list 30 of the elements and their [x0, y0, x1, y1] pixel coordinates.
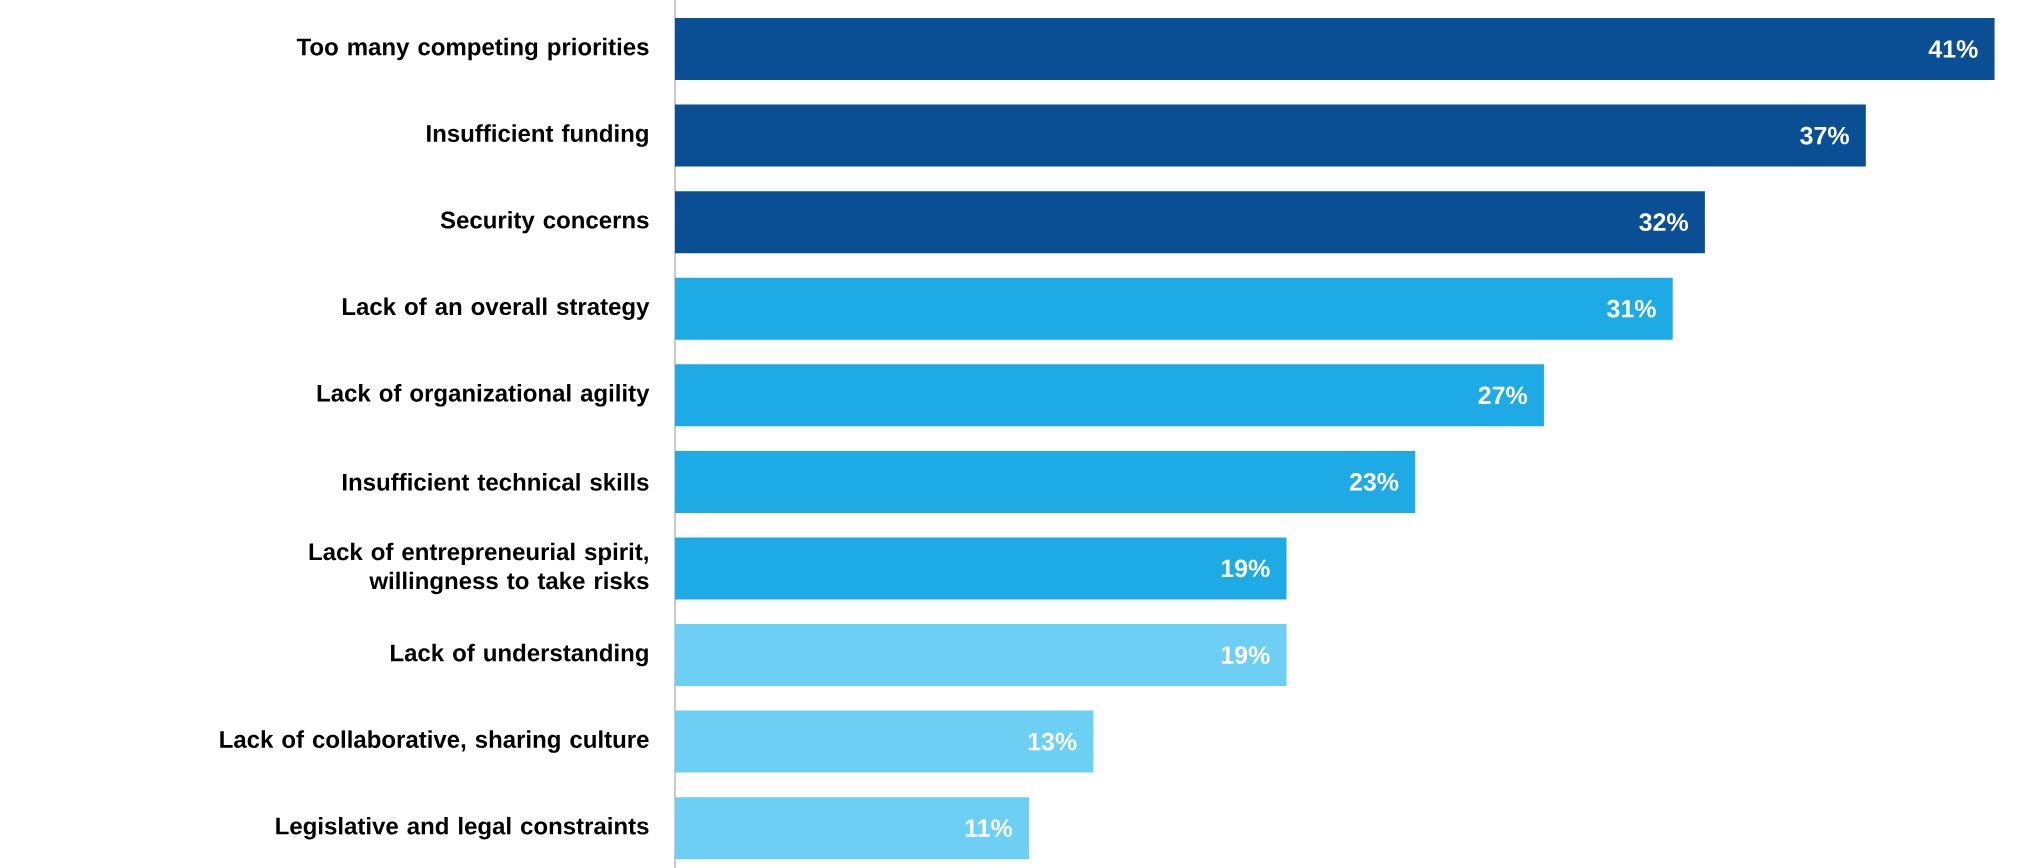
y-tick-label: Insufficient funding [427, 124, 648, 147]
y-tick-label: Lack of understanding [391, 643, 648, 667]
data-label: 19% [1221, 646, 1270, 664]
bar [675, 364, 1544, 427]
y-tick-label: Legislative and legal constraints [276, 816, 649, 840]
y-tick-label: Lack of entrepreneurial spirit, willingness to take risks [309, 542, 649, 595]
data-label: 31% [1607, 299, 1656, 318]
bar [675, 277, 1673, 340]
data-label: 13% [1028, 732, 1077, 751]
y-tick-label: Lack of collaborative, sharing culture [220, 730, 649, 753]
data-label: 23% [1349, 473, 1399, 491]
y-tick-label: Lack of an overall strategy [342, 297, 650, 320]
data-label: 37% [1800, 126, 1849, 145]
y-tick-label: Lack of organizational agility [317, 384, 650, 407]
bar [675, 624, 1287, 687]
bar [675, 450, 1416, 513]
bar [675, 191, 1705, 254]
bar [675, 710, 1094, 773]
bar [675, 18, 1995, 80]
y-tick-label: Insufficient technical skills [342, 473, 649, 491]
bar [675, 797, 1030, 860]
data-label: 11% [965, 819, 1013, 837]
y-tick-label: Too many competing priorities [296, 37, 649, 61]
bar [675, 537, 1287, 600]
data-label: 32% [1639, 213, 1689, 232]
y-tick-label: Security concerns [440, 210, 649, 234]
data-label: 41% [1928, 40, 1978, 58]
data-label: 19% [1221, 559, 1270, 578]
data-label: 27% [1478, 386, 1528, 405]
bar [675, 104, 1866, 167]
